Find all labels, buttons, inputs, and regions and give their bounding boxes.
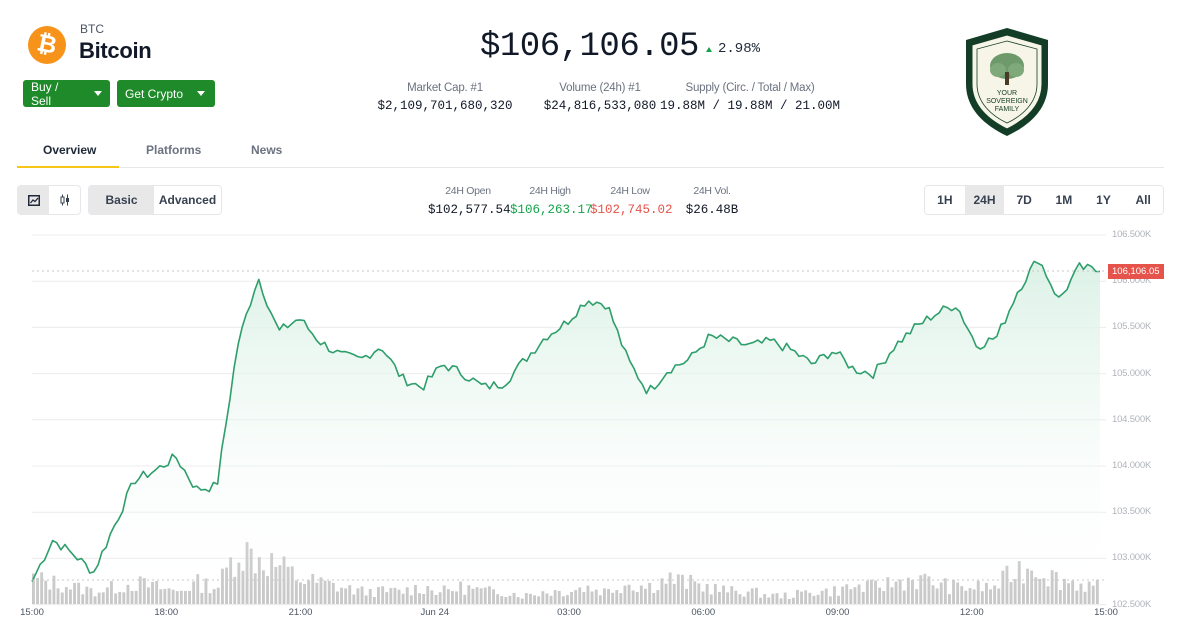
h24-low: 24H Low $102,745.02	[590, 185, 673, 217]
coin-name: Bitcoin	[79, 38, 152, 63]
coin-symbol: BTC	[80, 22, 104, 36]
y-axis-tick: 103.500K	[1112, 506, 1152, 518]
stat-supply: Supply (Circ. / Total / Max) 19.88M / 19…	[645, 82, 855, 113]
h24-high-value: $106,263.17	[510, 203, 593, 217]
candlestick-icon	[60, 194, 69, 206]
tab-news[interactable]: News	[251, 143, 283, 157]
current-price: $106,106.05	[480, 28, 699, 66]
buy-sell-button[interactable]: Buy / Sell	[23, 79, 110, 108]
chart-type-toggle	[17, 185, 81, 215]
range-1h-button[interactable]: 1H	[937, 193, 953, 207]
svg-text:YOUR: YOUR	[997, 90, 1017, 97]
price-line	[31, 260, 1101, 582]
y-axis-tick: 103.000K	[1112, 552, 1152, 564]
y-axis-tick: 106.500K	[1112, 229, 1152, 240]
stat-value: $2,109,701,680,320	[377, 99, 513, 113]
y-axis-tick: 106.000K	[1112, 275, 1152, 287]
svg-text:FAMILY: FAMILY	[995, 106, 1020, 113]
tab-overview[interactable]: Overview	[43, 143, 97, 157]
time-range-selector: 1H 24H 7D 1M 1Y All	[924, 185, 1164, 215]
stat-label: Supply (Circ. / Total / Max)	[685, 82, 815, 94]
svg-text:SOVEREIGN: SOVEREIGN	[986, 98, 1028, 105]
basic-view-button[interactable]: Basic	[89, 186, 155, 214]
x-axis-tick: Jun 24	[420, 607, 450, 618]
price-chart[interactable]	[0, 225, 1200, 628]
stat-market-cap: Market Cap. #1 $2,109,701,680,320	[340, 82, 550, 113]
range-all-button[interactable]: All	[1135, 193, 1151, 207]
view-mode-toggle: Basic Advanced	[88, 185, 222, 215]
stat-label: Market Cap. #1	[407, 82, 483, 94]
x-axis-tick: 09:00	[825, 607, 850, 618]
h24-high-label: 24H High	[529, 185, 571, 197]
y-axis-tick: 104.500K	[1112, 413, 1152, 425]
price-change: 2.98%	[706, 41, 760, 57]
y-axis-tick: 104.000K	[1112, 460, 1152, 471]
range-24h-button[interactable]: 24H	[964, 186, 1005, 214]
chevron-down-icon	[94, 91, 102, 96]
y-axis-tick: 105.500K	[1112, 321, 1152, 333]
h24-low-value: $102,745.02	[590, 203, 673, 217]
bitcoin-logo-icon: ₿	[28, 26, 66, 64]
get-crypto-label: Get Crypto	[125, 86, 184, 101]
sovereign-family-shield-logo: YOUR SOVEREIGN FAMILY	[966, 28, 1048, 136]
y-axis-tick: 102.500K	[1112, 598, 1152, 610]
x-axis-tick: 03:00	[557, 607, 581, 618]
h24-volume-value: $26.48B	[685, 203, 739, 217]
line-chart-icon	[27, 194, 40, 206]
h24-low-label: 24H Low	[610, 185, 650, 197]
h24-open-value: $102,577.54	[428, 203, 511, 217]
candlestick-chart-button[interactable]	[49, 186, 80, 214]
x-axis-tick: 21:00	[288, 607, 313, 618]
advanced-view-button[interactable]: Advanced	[158, 193, 217, 207]
x-axis-tick: 06:00	[691, 607, 716, 618]
h24-open-label: 24H Open	[445, 185, 491, 197]
stat-value: 19.88M / 19.88M / 21.00M	[659, 99, 841, 113]
get-crypto-button[interactable]: Get Crypto	[117, 80, 215, 107]
x-axis-tick: 15:00	[20, 607, 44, 618]
range-1m-button[interactable]: 1M	[1055, 193, 1073, 207]
stat-label: Volume (24h) #1	[559, 82, 641, 94]
x-axis-tick: 15:00	[1094, 607, 1118, 618]
y-axis-tick: 105.000K	[1112, 367, 1152, 379]
price-area-fill	[32, 261, 1100, 604]
active-tab-indicator	[17, 166, 119, 168]
range-1y-button[interactable]: 1Y	[1096, 193, 1111, 207]
h24-high: 24H High $106,263.17	[510, 185, 593, 217]
x-axis-tick: 12:00	[959, 607, 984, 618]
h24-open: 24H Open $102,577.54	[428, 185, 511, 217]
x-axis-tick: 18:00	[154, 607, 179, 618]
tab-bar: Overview Platforms News	[17, 135, 1164, 168]
stat-value: $24,816,533,080	[543, 99, 657, 113]
arrow-up-icon	[706, 46, 712, 52]
line-chart-button[interactable]	[18, 186, 49, 214]
h24-volume: 24H Vol. $26.48B	[672, 185, 752, 217]
chevron-down-icon	[197, 91, 206, 96]
price-change-pct: 2.98%	[718, 41, 761, 57]
buy-sell-label: Buy / Sell	[31, 79, 59, 108]
h24-volume-label: 24H Vol.	[693, 185, 731, 197]
range-7d-button[interactable]: 7D	[1016, 193, 1032, 207]
tab-platforms[interactable]: Platforms	[146, 143, 202, 157]
stat-volume: Volume (24h) #1 $24,816,533,080	[495, 82, 705, 113]
current-price-tag: 106,106.05	[1108, 264, 1164, 279]
